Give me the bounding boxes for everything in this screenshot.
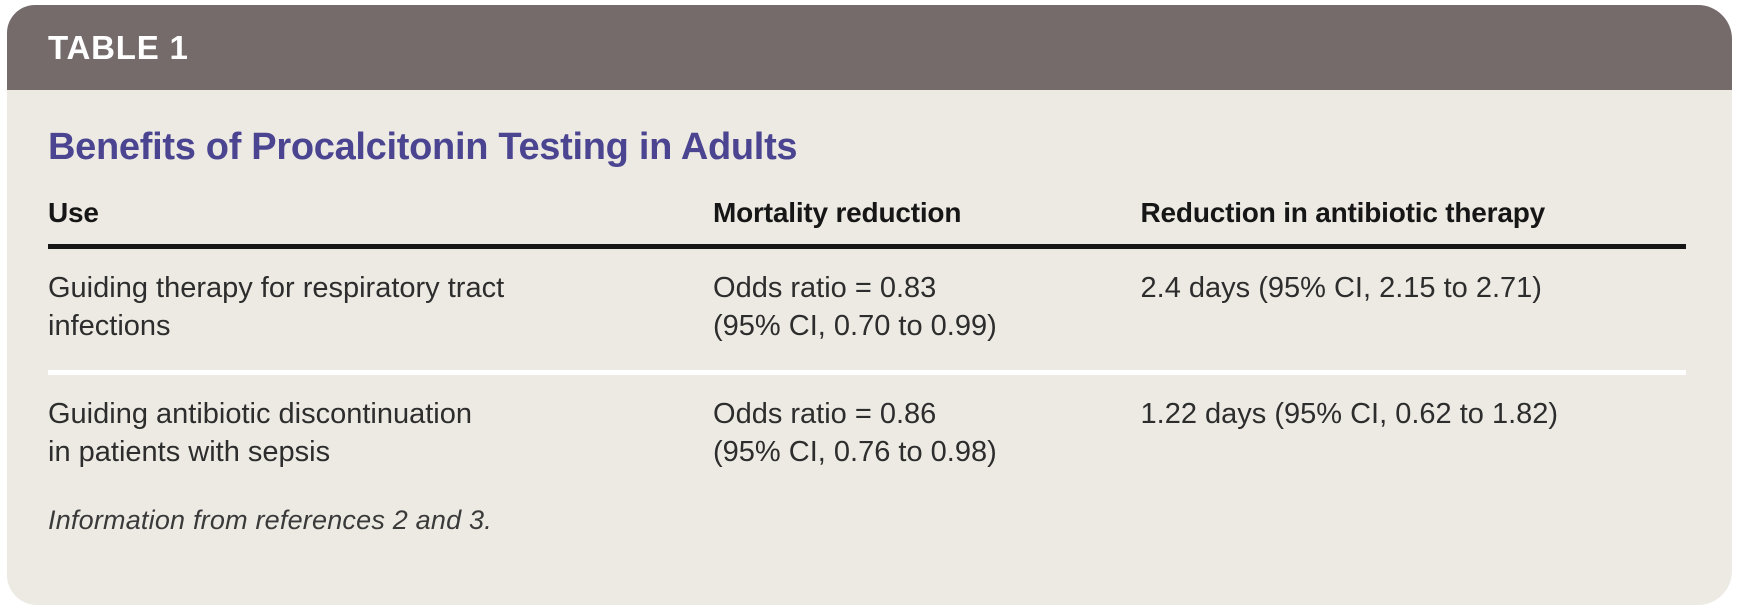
cell-line: 1.22 days (95% CI, 0.62 to 1.82) [1140,398,1559,431]
table-row: Guiding antibiotic discontinuation in pa… [48,373,1686,497]
benefits-table: Use Mortality reduction Reduction in ant… [48,197,1686,497]
cell-line: Guiding therapy for respiratory tract [48,272,505,304]
table-footnote: Information from references 2 and 3. [48,504,492,535]
cell-line: Odds ratio = 0.83 [713,272,937,304]
table-number-label: TABLE 1 [48,28,189,66]
table-card-body: Benefits of Procalcitonin Testing in Adu… [7,90,1732,605]
table-title: Benefits of Procalcitonin Testing in Adu… [48,126,798,168]
table-row: Guiding therapy for respiratory tract in… [48,246,1686,376]
table-header-row: Use Mortality reduction Reduction in ant… [48,197,1686,249]
cell-line: (95% CI, 0.70 to 0.99) [713,309,997,342]
cell-mortality: Odds ratio = 0.86 (95% CI, 0.76 to 0.98) [713,373,1141,497]
column-header-use: Use [48,197,714,249]
cell-line: in patients with sepsis [48,436,331,469]
cell-use: Guiding therapy for respiratory tract in… [48,246,714,376]
cell-line: (95% CI, 0.76 to 0.98) [713,436,997,469]
cell-antibiotic: 1.22 days (95% CI, 0.62 to 1.82) [1141,373,1686,497]
column-header-mortality: Mortality reduction [713,197,1141,249]
cell-mortality: Odds ratio = 0.83 (95% CI, 0.70 to 0.99) [713,246,1141,376]
table-number-bar: TABLE 1 [7,5,1732,90]
cell-antibiotic: 2.4 days (95% CI, 2.15 to 2.71) [1140,246,1686,376]
cell-line: 2.4 days (95% CI, 2.15 to 2.71) [1140,272,1542,304]
cell-line: infections [48,309,171,342]
column-header-antibiotic: Reduction in antibiotic therapy [1140,197,1686,249]
cell-use: Guiding antibiotic discontinuation in pa… [48,373,713,497]
cell-line: Odds ratio = 0.86 [713,398,937,431]
table-card: TABLE 1 Benefits of Procalcitonin Testin… [7,5,1732,605]
cell-line: Guiding antibiotic discontinuation [48,398,472,431]
